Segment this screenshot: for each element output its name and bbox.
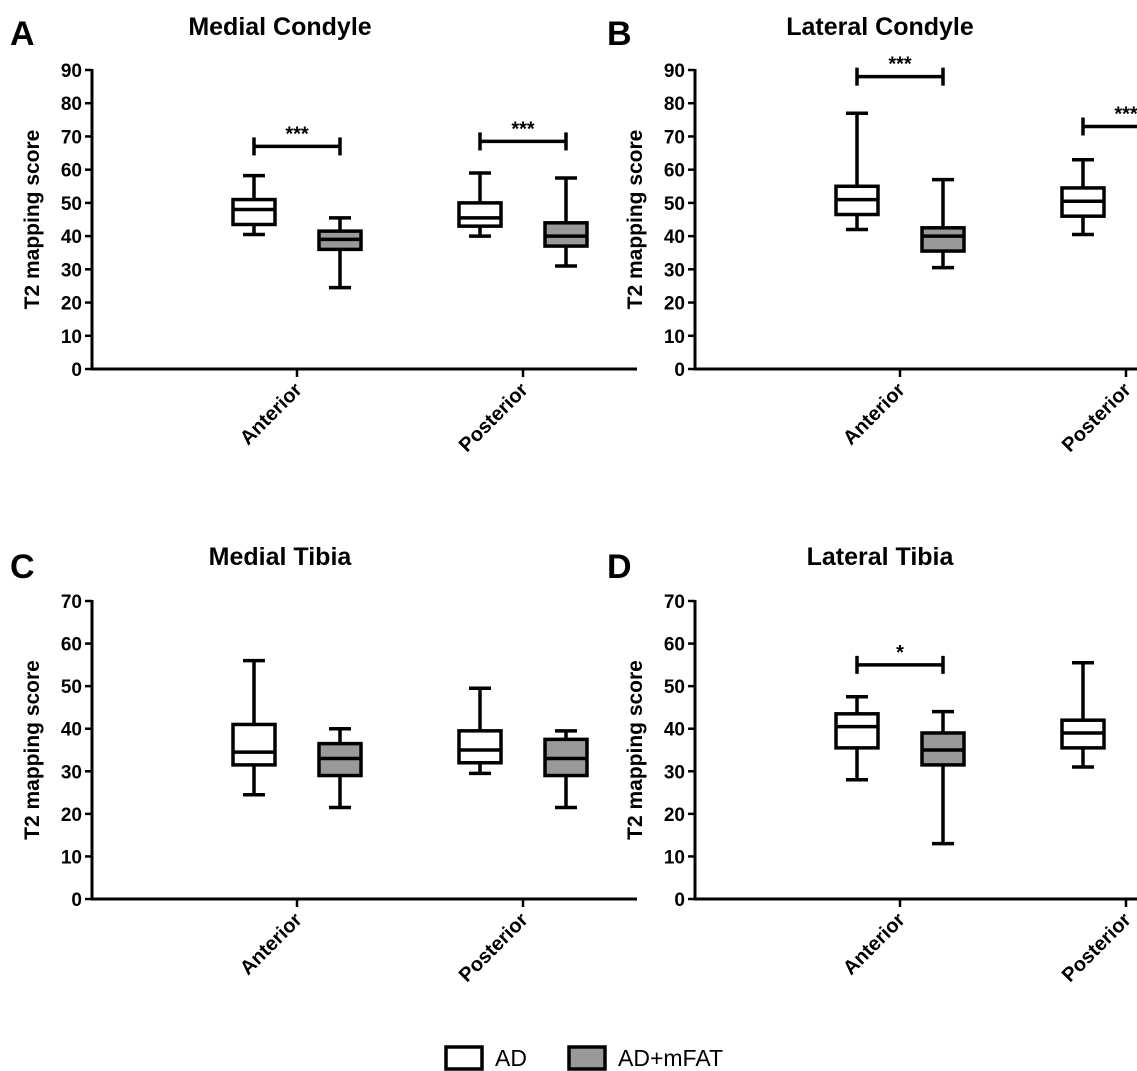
significance-bracket: *** xyxy=(478,118,568,151)
y-tick-label: 70 xyxy=(664,592,685,613)
y-tick-label: 40 xyxy=(61,227,82,248)
legend-swatch-ad xyxy=(444,1045,484,1071)
panel-b: B Lateral Condyle 0 10 20 30 40 50 60 70 80 90 T2 ma… xyxy=(607,13,1137,457)
box-ad-posterior xyxy=(457,686,503,776)
y-tick-label: 90 xyxy=(61,61,82,82)
y-tick-label: 50 xyxy=(61,194,82,215)
panels: A Medial Condyle 0 10 20 30 40 50 60 70 80 90 T2 map… xyxy=(10,13,1137,987)
box-ad-mfat-anterior xyxy=(317,726,363,810)
significance-bracket: * xyxy=(855,642,945,674)
y-tick-label: 70 xyxy=(664,127,685,148)
category-label-posterior: Posterior xyxy=(455,909,533,987)
box-ad-posterior xyxy=(1060,157,1106,237)
y-tick-label: 20 xyxy=(61,294,82,315)
y-tick-label: 0 xyxy=(71,360,82,381)
y-tick-label: 80 xyxy=(664,94,685,115)
y-tick-label: 20 xyxy=(664,805,685,826)
box-ad-mfat-anterior xyxy=(920,709,966,846)
legend-label-ad: AD xyxy=(495,1045,527,1071)
y-tick-label: 40 xyxy=(61,720,82,741)
y-tick-label: 30 xyxy=(664,260,685,281)
legend: AD AD+mFAT xyxy=(444,1045,723,1071)
box-ad-anterior xyxy=(834,695,880,782)
y-tick-label: 30 xyxy=(664,762,685,783)
panel-title: Medial Condyle xyxy=(188,13,371,41)
box-iqr xyxy=(457,729,503,765)
category-label-anterior: Anterior xyxy=(236,909,307,980)
box-ad-posterior xyxy=(457,171,503,238)
panel-letter: D xyxy=(607,548,632,586)
y-tick-label: 0 xyxy=(674,890,685,911)
y-tick-label: 60 xyxy=(664,635,685,656)
y-axis-label: T2 mapping score xyxy=(21,130,44,310)
panel-letter: B xyxy=(607,15,632,53)
y-axis-label: T2 mapping score xyxy=(624,130,647,310)
box-ad-anterior xyxy=(231,173,277,237)
y-tick-label: 0 xyxy=(674,360,685,381)
y-tick-label: 0 xyxy=(71,890,82,911)
y-tick-label: 20 xyxy=(664,294,685,315)
y-tick-label: 10 xyxy=(61,847,82,868)
legend-label-ad-mfat: AD+mFAT xyxy=(618,1045,723,1071)
y-axis-label: T2 mapping score xyxy=(21,660,44,840)
category-label-posterior: Posterior xyxy=(455,379,533,457)
panel-title: Medial Tibia xyxy=(209,543,353,571)
box-ad-mfat-anterior xyxy=(920,177,966,270)
box-ad-posterior xyxy=(1060,660,1106,769)
panel-c: C Medial Tibia 0 10 20 30 40 50 60 70 T2 mapping s… xyxy=(10,543,637,987)
y-tick-label: 50 xyxy=(664,194,685,215)
y-tick-label: 50 xyxy=(61,677,82,698)
y-tick-label: 60 xyxy=(61,635,82,656)
box-iqr xyxy=(457,201,503,228)
y-tick-label: 80 xyxy=(61,94,82,115)
box-ad-mfat-anterior xyxy=(317,216,363,290)
box-iqr xyxy=(231,197,277,227)
category-label-posterior: Posterior xyxy=(1058,909,1136,987)
box-ad-mfat-posterior xyxy=(543,729,589,810)
box-ad-anterior xyxy=(231,658,277,797)
significance-label: * xyxy=(896,642,904,664)
y-tick-label: 30 xyxy=(61,762,82,783)
y-tick-label: 20 xyxy=(61,805,82,826)
y-tick-label: 40 xyxy=(664,227,685,248)
legend-swatch-ad-mfat xyxy=(567,1045,607,1071)
significance-bracket: *** xyxy=(252,123,342,156)
category-label-anterior: Anterior xyxy=(236,379,307,450)
panel-d: D Lateral Tibia 0 10 20 30 40 50 60 70 T2 mapping … xyxy=(607,543,1137,987)
box-iqr xyxy=(834,712,880,750)
y-tick-label: 70 xyxy=(61,127,82,148)
significance-label: *** xyxy=(511,118,535,140)
y-tick-label: 10 xyxy=(664,327,685,348)
significance-label: *** xyxy=(888,54,912,76)
y-tick-label: 90 xyxy=(664,61,685,82)
panel-letter: C xyxy=(10,548,35,586)
box-ad-anterior xyxy=(834,111,880,232)
category-label-anterior: Anterior xyxy=(839,909,910,980)
significance-bracket: *** xyxy=(1081,103,1137,136)
box-ad-mfat-posterior xyxy=(543,176,589,268)
y-axis-label: T2 mapping score xyxy=(624,660,647,840)
y-tick-label: 70 xyxy=(61,592,82,613)
y-tick-label: 60 xyxy=(664,161,685,182)
significance-label: *** xyxy=(1114,103,1137,125)
panel-title: Lateral Tibia xyxy=(807,543,955,571)
significance-label: *** xyxy=(285,123,309,145)
box-iqr xyxy=(920,226,966,253)
category-label-posterior: Posterior xyxy=(1058,379,1136,457)
panel-title: Lateral Condyle xyxy=(786,13,974,41)
category-label-anterior: Anterior xyxy=(839,379,910,450)
box-iqr xyxy=(231,722,277,767)
y-tick-label: 10 xyxy=(664,847,685,868)
y-tick-label: 10 xyxy=(61,327,82,348)
y-tick-label: 50 xyxy=(664,677,685,698)
y-tick-label: 60 xyxy=(61,161,82,182)
y-tick-label: 30 xyxy=(61,260,82,281)
y-tick-label: 40 xyxy=(664,720,685,741)
significance-bracket: *** xyxy=(855,54,945,86)
panel-letter: A xyxy=(10,15,35,53)
panel-a: A Medial Condyle 0 10 20 30 40 50 60 70 80 90 T2 map… xyxy=(10,13,637,457)
